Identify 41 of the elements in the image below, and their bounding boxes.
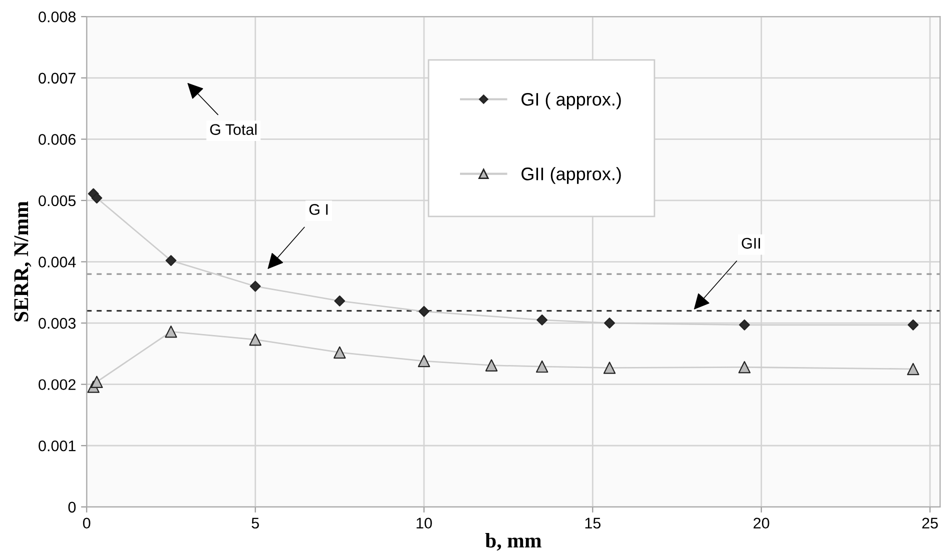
- point: [603, 362, 616, 374]
- y-tick-label: 0: [68, 502, 76, 513]
- point: [334, 296, 346, 306]
- y-tick-label: 0.007: [38, 72, 76, 84]
- point: [908, 319, 919, 330]
- x-tick-label: 5: [252, 518, 259, 529]
- point: [164, 326, 178, 338]
- x-tick-label: 15: [585, 518, 601, 529]
- point: [536, 360, 548, 373]
- point: [418, 354, 430, 368]
- x-axis-title: b, mm: [485, 532, 542, 551]
- x-tick-label: 20: [754, 518, 770, 529]
- point: [166, 255, 176, 266]
- legend-label: GI ( approx.): [522, 92, 621, 110]
- y-tick-label: 0.006: [38, 134, 76, 145]
- point: [250, 280, 261, 292]
- x-tick-label: 10: [416, 518, 432, 529]
- y-tick-label: 0.002: [38, 379, 76, 390]
- x-tick-label: 25: [922, 518, 938, 529]
- x-tick-label: 0: [83, 518, 90, 529]
- point: [334, 346, 346, 359]
- point: [249, 333, 262, 346]
- y-tick-label: 0.008: [38, 11, 76, 22]
- y-tick-label: 0.004: [38, 256, 76, 268]
- annotation: G I: [309, 204, 328, 215]
- point: [738, 361, 751, 374]
- point: [536, 314, 548, 326]
- point: [418, 306, 430, 317]
- point: [90, 376, 103, 388]
- legend-label: GII (approx.): [522, 167, 621, 184]
- y-tick-label: 0.005: [38, 195, 76, 206]
- point: [485, 359, 498, 372]
- y-tick-label: 0.003: [38, 318, 76, 329]
- point: [907, 362, 920, 376]
- annotation: G Total: [210, 124, 256, 135]
- y-axis-title: SERR, N/mm: [14, 201, 32, 322]
- y-tick-label: 0.001: [38, 440, 76, 452]
- annotation: GII: [742, 238, 760, 249]
- point: [91, 192, 102, 204]
- point: [738, 319, 750, 330]
- point: [604, 318, 615, 329]
